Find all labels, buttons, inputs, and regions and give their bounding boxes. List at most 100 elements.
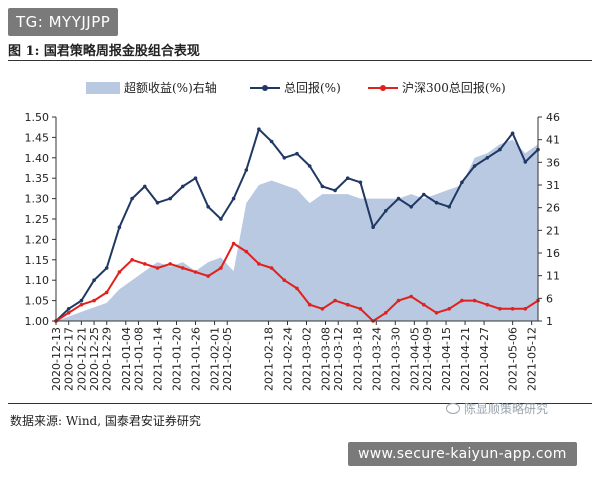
point-total-25 (371, 225, 375, 229)
x-tick-label-4: 2020-12-29 (101, 327, 114, 391)
figure-title: 图 1: 国君策略周报金股组合表现 (8, 44, 200, 59)
point-total-31 (447, 205, 452, 209)
point-total-9 (168, 196, 172, 201)
x-tick-label-14: 2021-03-02 (301, 327, 314, 391)
x-tick-label-24: 2021-04-27 (478, 327, 491, 391)
y-right-tick-label-7: 36 (546, 156, 560, 169)
point-total-37 (523, 160, 528, 164)
x-tick-label-23: 2021-04-21 (459, 327, 472, 391)
y-left-tick-label-2: 1.10 (25, 274, 50, 287)
x-tick-label-9: 2021-01-26 (190, 327, 203, 391)
point-hs300-30 (434, 311, 439, 315)
legend-swatch-hs300 (368, 82, 398, 94)
point-hs300-21 (320, 307, 325, 311)
point-hs300-9 (168, 262, 172, 266)
point-total-11 (193, 176, 198, 180)
point-hs300-22 (333, 298, 337, 303)
point-total-15 (244, 168, 249, 172)
x-tick-label-10: 2021-02-01 (209, 327, 222, 391)
point-hs300-29 (422, 302, 426, 307)
source-rule (8, 403, 592, 404)
point-hs300-24 (358, 307, 363, 311)
y-right-tick-label-6: 31 (546, 179, 560, 192)
point-hs300-20 (307, 302, 312, 307)
point-total-13 (219, 217, 223, 221)
legend-item-total: 总回报(%) (250, 79, 341, 96)
point-total-23 (345, 176, 350, 180)
point-hs300-23 (345, 302, 350, 307)
x-tick-label-26: 2021-05-12 (526, 327, 539, 391)
x-tick-label-1: 2020-12-17 (63, 327, 76, 391)
point-total-33 (472, 164, 477, 168)
point-hs300-18 (282, 278, 287, 283)
x-tick-label-21: 2021-04-09 (421, 327, 434, 391)
y-right-tick-label-3: 16 (546, 247, 560, 260)
point-hs300-33 (472, 298, 477, 303)
y-left-tick-label-8: 1.40 (25, 152, 50, 165)
point-total-27 (396, 196, 401, 201)
wechat-icon (446, 403, 460, 414)
point-total-6 (130, 196, 134, 201)
point-total-5 (117, 225, 122, 229)
y-left-tick-label-0: 1.00 (25, 315, 50, 328)
point-total-30 (434, 200, 439, 205)
x-tick-label-17: 2021-03-18 (351, 327, 364, 391)
y-left-tick-label-1: 1.05 (25, 295, 50, 308)
x-tick-label-6: 2021-01-08 (132, 327, 145, 391)
x-tick-label-0: 2020-12-13 (50, 327, 63, 391)
point-total-14 (231, 196, 236, 201)
point-total-26 (384, 209, 388, 213)
point-hs300-14 (231, 241, 236, 246)
y-left-tick-label-7: 1.35 (25, 172, 50, 185)
x-tick-label-12: 2021-02-18 (262, 327, 275, 391)
point-hs300-10 (181, 266, 185, 270)
point-total-32 (460, 180, 464, 185)
x-tick-label-25: 2021-05-06 (507, 327, 520, 391)
legend-label-hs300: 沪深300总回报(%) (402, 81, 506, 95)
x-tick-label-22: 2021-04-15 (440, 327, 453, 391)
point-total-2 (79, 298, 84, 303)
point-hs300-32 (460, 298, 464, 303)
point-hs300-12 (206, 274, 210, 278)
x-tick-label-13: 2021-02-24 (281, 327, 294, 391)
point-hs300-8 (155, 266, 160, 270)
x-tick-label-16: 2021-03-12 (332, 327, 345, 391)
point-hs300-31 (447, 307, 452, 311)
y-right-tick-label-1: 6 (546, 292, 553, 305)
legend-label-excess: 超额收益(%)右轴 (124, 81, 217, 95)
y-right-tick-label-0: 1 (546, 315, 553, 328)
point-total-21 (320, 184, 325, 189)
y-left-tick-label-6: 1.30 (25, 193, 50, 206)
point-hs300-36 (510, 307, 515, 311)
point-total-20 (307, 164, 312, 168)
legend-swatch-excess (86, 81, 120, 94)
point-hs300-11 (193, 270, 198, 274)
point-hs300-7 (143, 262, 147, 266)
watermark: 陈显顺策略研究 (446, 400, 548, 417)
overlay-banner-bottom: www.secure-kaiyun-app.com (348, 442, 577, 466)
point-hs300-26 (384, 311, 388, 315)
area-layer (56, 139, 538, 321)
point-hs300-6 (130, 258, 134, 262)
point-total-35 (498, 147, 502, 152)
axes-layer (52, 116, 542, 325)
x-tick-label-15: 2021-03-08 (320, 327, 333, 391)
point-total-24 (358, 180, 363, 185)
point-total-28 (409, 205, 414, 209)
y-left-tick-label-3: 1.15 (25, 254, 50, 267)
point-total-22 (333, 188, 337, 193)
point-total-34 (485, 156, 490, 160)
point-hs300-1 (66, 311, 71, 315)
point-total-4 (104, 266, 109, 270)
point-hs300-2 (79, 302, 84, 307)
point-total-29 (422, 192, 426, 197)
x-tick-label-7: 2021-01-14 (151, 327, 164, 391)
point-total-10 (181, 184, 185, 189)
y-right-tick-label-4: 21 (546, 224, 560, 237)
line-layer (54, 127, 540, 323)
point-total-12 (206, 205, 210, 209)
x-tick-label-19: 2021-03-30 (389, 327, 402, 391)
x-tick-label-20: 2021-04-05 (408, 327, 421, 391)
point-hs300-37 (523, 307, 528, 311)
point-total-18 (282, 156, 287, 160)
